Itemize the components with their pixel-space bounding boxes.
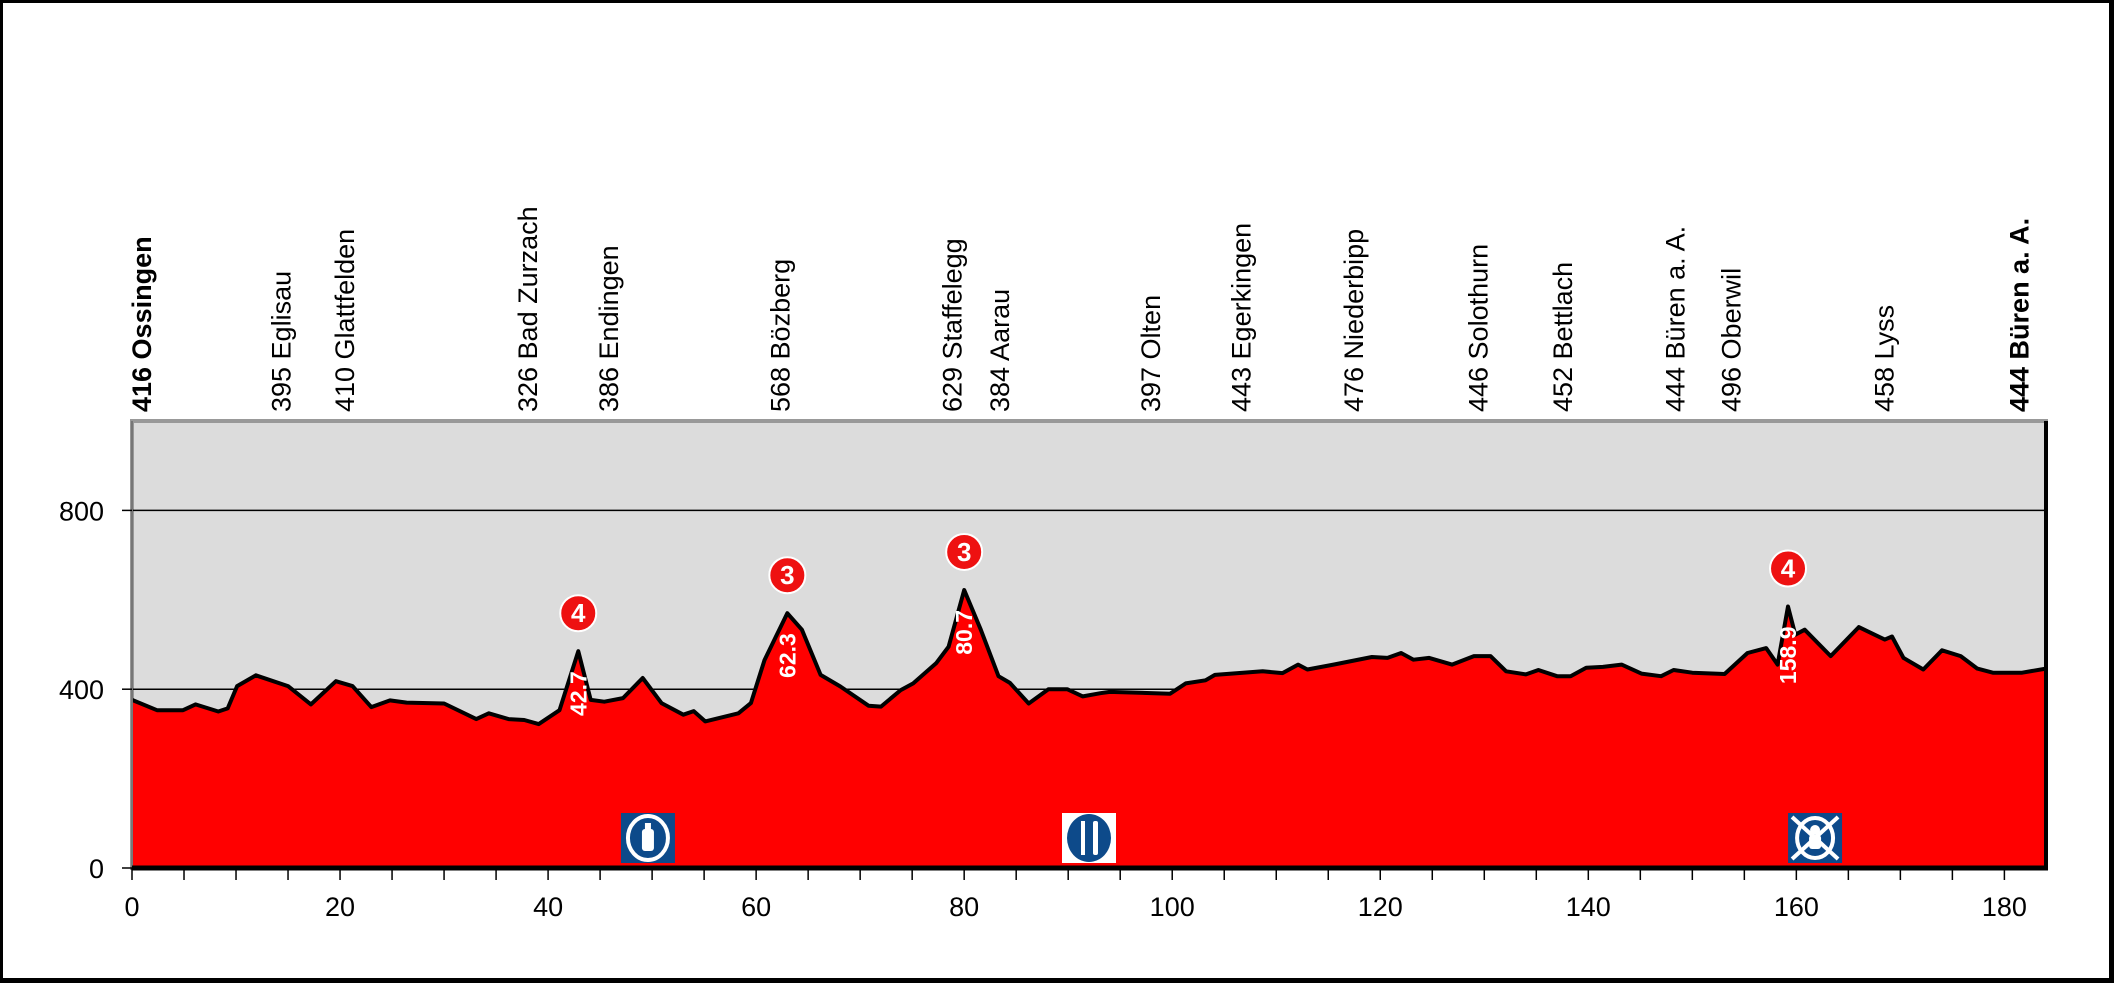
climb-category-number: 3 — [957, 537, 971, 567]
place-label: 476 Niederbipp — [1339, 229, 1369, 412]
place-label: 496 Oberwil — [1716, 268, 1746, 412]
place-label: 444 Büren a. A. — [2005, 218, 2035, 412]
place-label: 326 Bad Zurzach — [513, 206, 543, 412]
icon-disc — [1067, 814, 1111, 862]
place-label: 629 Staffelegg — [937, 238, 967, 412]
climb-km-label: 62.3 — [774, 633, 800, 678]
feed-zone-bottle-icon — [620, 813, 675, 863]
x-tick-label: 40 — [533, 892, 563, 922]
place-label: 458 Lyss — [1869, 305, 1899, 412]
icon-ring — [1795, 816, 1836, 860]
x-tick-label: 100 — [1150, 892, 1195, 922]
figure-head — [1810, 825, 1821, 835]
bottle-shape — [641, 829, 654, 851]
climb-category-number: 4 — [571, 598, 586, 628]
x-tick-label: 140 — [1566, 892, 1611, 922]
food-cutlery-icon — [1062, 813, 1116, 863]
elevation-line — [131, 588, 2047, 727]
no-litter-zone-icon — [1788, 813, 1843, 863]
climb-km-label: 80.7 — [951, 610, 977, 655]
x-tick-label: 0 — [124, 892, 139, 922]
icon-ring — [625, 814, 670, 862]
x-tick-label: 180 — [1982, 892, 2027, 922]
climb-category-number: 3 — [780, 560, 794, 590]
bottle-neck — [644, 823, 651, 830]
climb-category-badge — [1769, 549, 1808, 588]
climb-category-number: 4 — [1781, 554, 1796, 584]
cross-line — [1790, 815, 1840, 861]
place-label: 384 Aarau — [985, 289, 1015, 412]
climb-category-badge — [945, 532, 984, 571]
climb-km-label: 158.9 — [1775, 627, 1801, 685]
x-tick-label: 60 — [741, 892, 771, 922]
y-tick-label: 800 — [59, 496, 104, 526]
place-label: 443 Egerkingen — [1227, 223, 1257, 412]
climb-km-label: 42.7 — [565, 671, 591, 716]
place-label: 386 Endingen — [594, 245, 624, 412]
place-label: 446 Solothurn — [1464, 244, 1494, 412]
place-label: 410 Glattfelden — [330, 229, 360, 412]
place-label: 444 Büren a. A. — [1660, 226, 1690, 412]
x-tick-label: 160 — [1774, 892, 1819, 922]
place-label: 568 Bözberg — [766, 259, 796, 412]
place-label: 416 Ossingen — [127, 236, 157, 412]
x-tick-label: 80 — [949, 892, 979, 922]
place-label: 452 Bettlach — [1548, 262, 1578, 412]
climb-category-badge — [768, 556, 807, 595]
elevation-area — [132, 590, 2046, 868]
y-tick-label: 0 — [89, 854, 104, 884]
climb-category-badge — [559, 594, 598, 633]
x-tick-label: 120 — [1358, 892, 1403, 922]
place-label: 395 Eglisau — [266, 271, 296, 412]
place-label: 397 Olten — [1136, 295, 1166, 412]
y-tick-label: 400 — [59, 675, 104, 705]
fork-shape — [1081, 821, 1085, 855]
knife-shape — [1093, 821, 1098, 855]
x-tick-label: 20 — [325, 892, 355, 922]
